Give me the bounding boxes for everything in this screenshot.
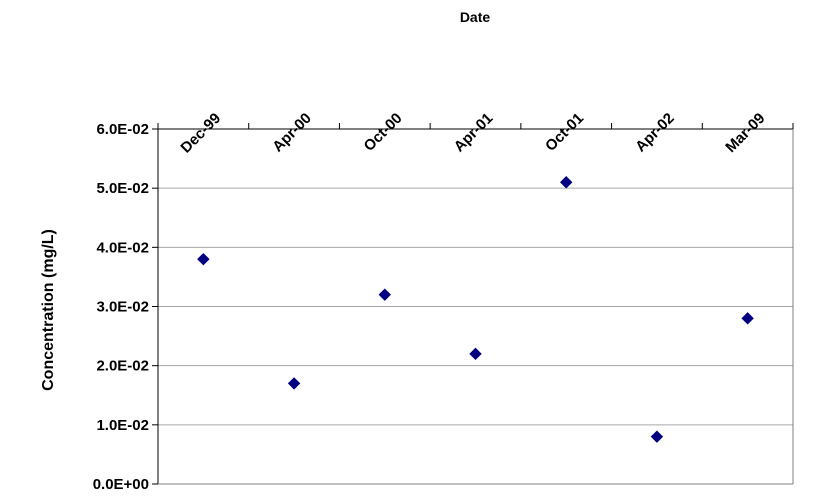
y-tick-label: 5.0E-02 — [96, 180, 149, 197]
x-tick-label: Apr-00 — [269, 110, 315, 156]
data-point — [650, 430, 664, 443]
x-tick-label: Oct-01 — [542, 110, 587, 155]
gridlines — [158, 128, 793, 426]
data-point — [560, 176, 573, 189]
x-tick-label: Mar-09 — [722, 110, 768, 156]
data-point — [197, 252, 210, 266]
x-tick-label: Dec-99 — [177, 110, 224, 157]
data-point — [469, 347, 482, 361]
data-point — [378, 288, 391, 301]
x-tick-label: Apr-01 — [451, 110, 497, 156]
y-tick-label: 1.0E-02 — [96, 417, 149, 434]
x-tick-label: Apr-02 — [632, 110, 678, 156]
x-axis-title: Date — [460, 9, 491, 25]
y-tick-label: 6.0E-02 — [96, 121, 149, 138]
data-point — [741, 312, 754, 325]
data-points — [197, 176, 754, 443]
data-point — [287, 377, 301, 390]
y-tick-label: 3.0E-02 — [96, 299, 149, 316]
axes — [152, 123, 794, 485]
y-tick-label: 0.0E+00 — [93, 476, 149, 493]
y-axis-title: Concentration (mg/L) — [40, 229, 57, 391]
y-tick-label: 4.0E-02 — [96, 239, 149, 256]
y-tick-label: 2.0E-02 — [96, 358, 149, 375]
tick-labels: 0.0E+00 1.0E-02 2.0E-02 3.0E-02 4.0E-02 5.0E-… — [93, 110, 769, 493]
x-tick-label: Oct-00 — [361, 110, 406, 155]
